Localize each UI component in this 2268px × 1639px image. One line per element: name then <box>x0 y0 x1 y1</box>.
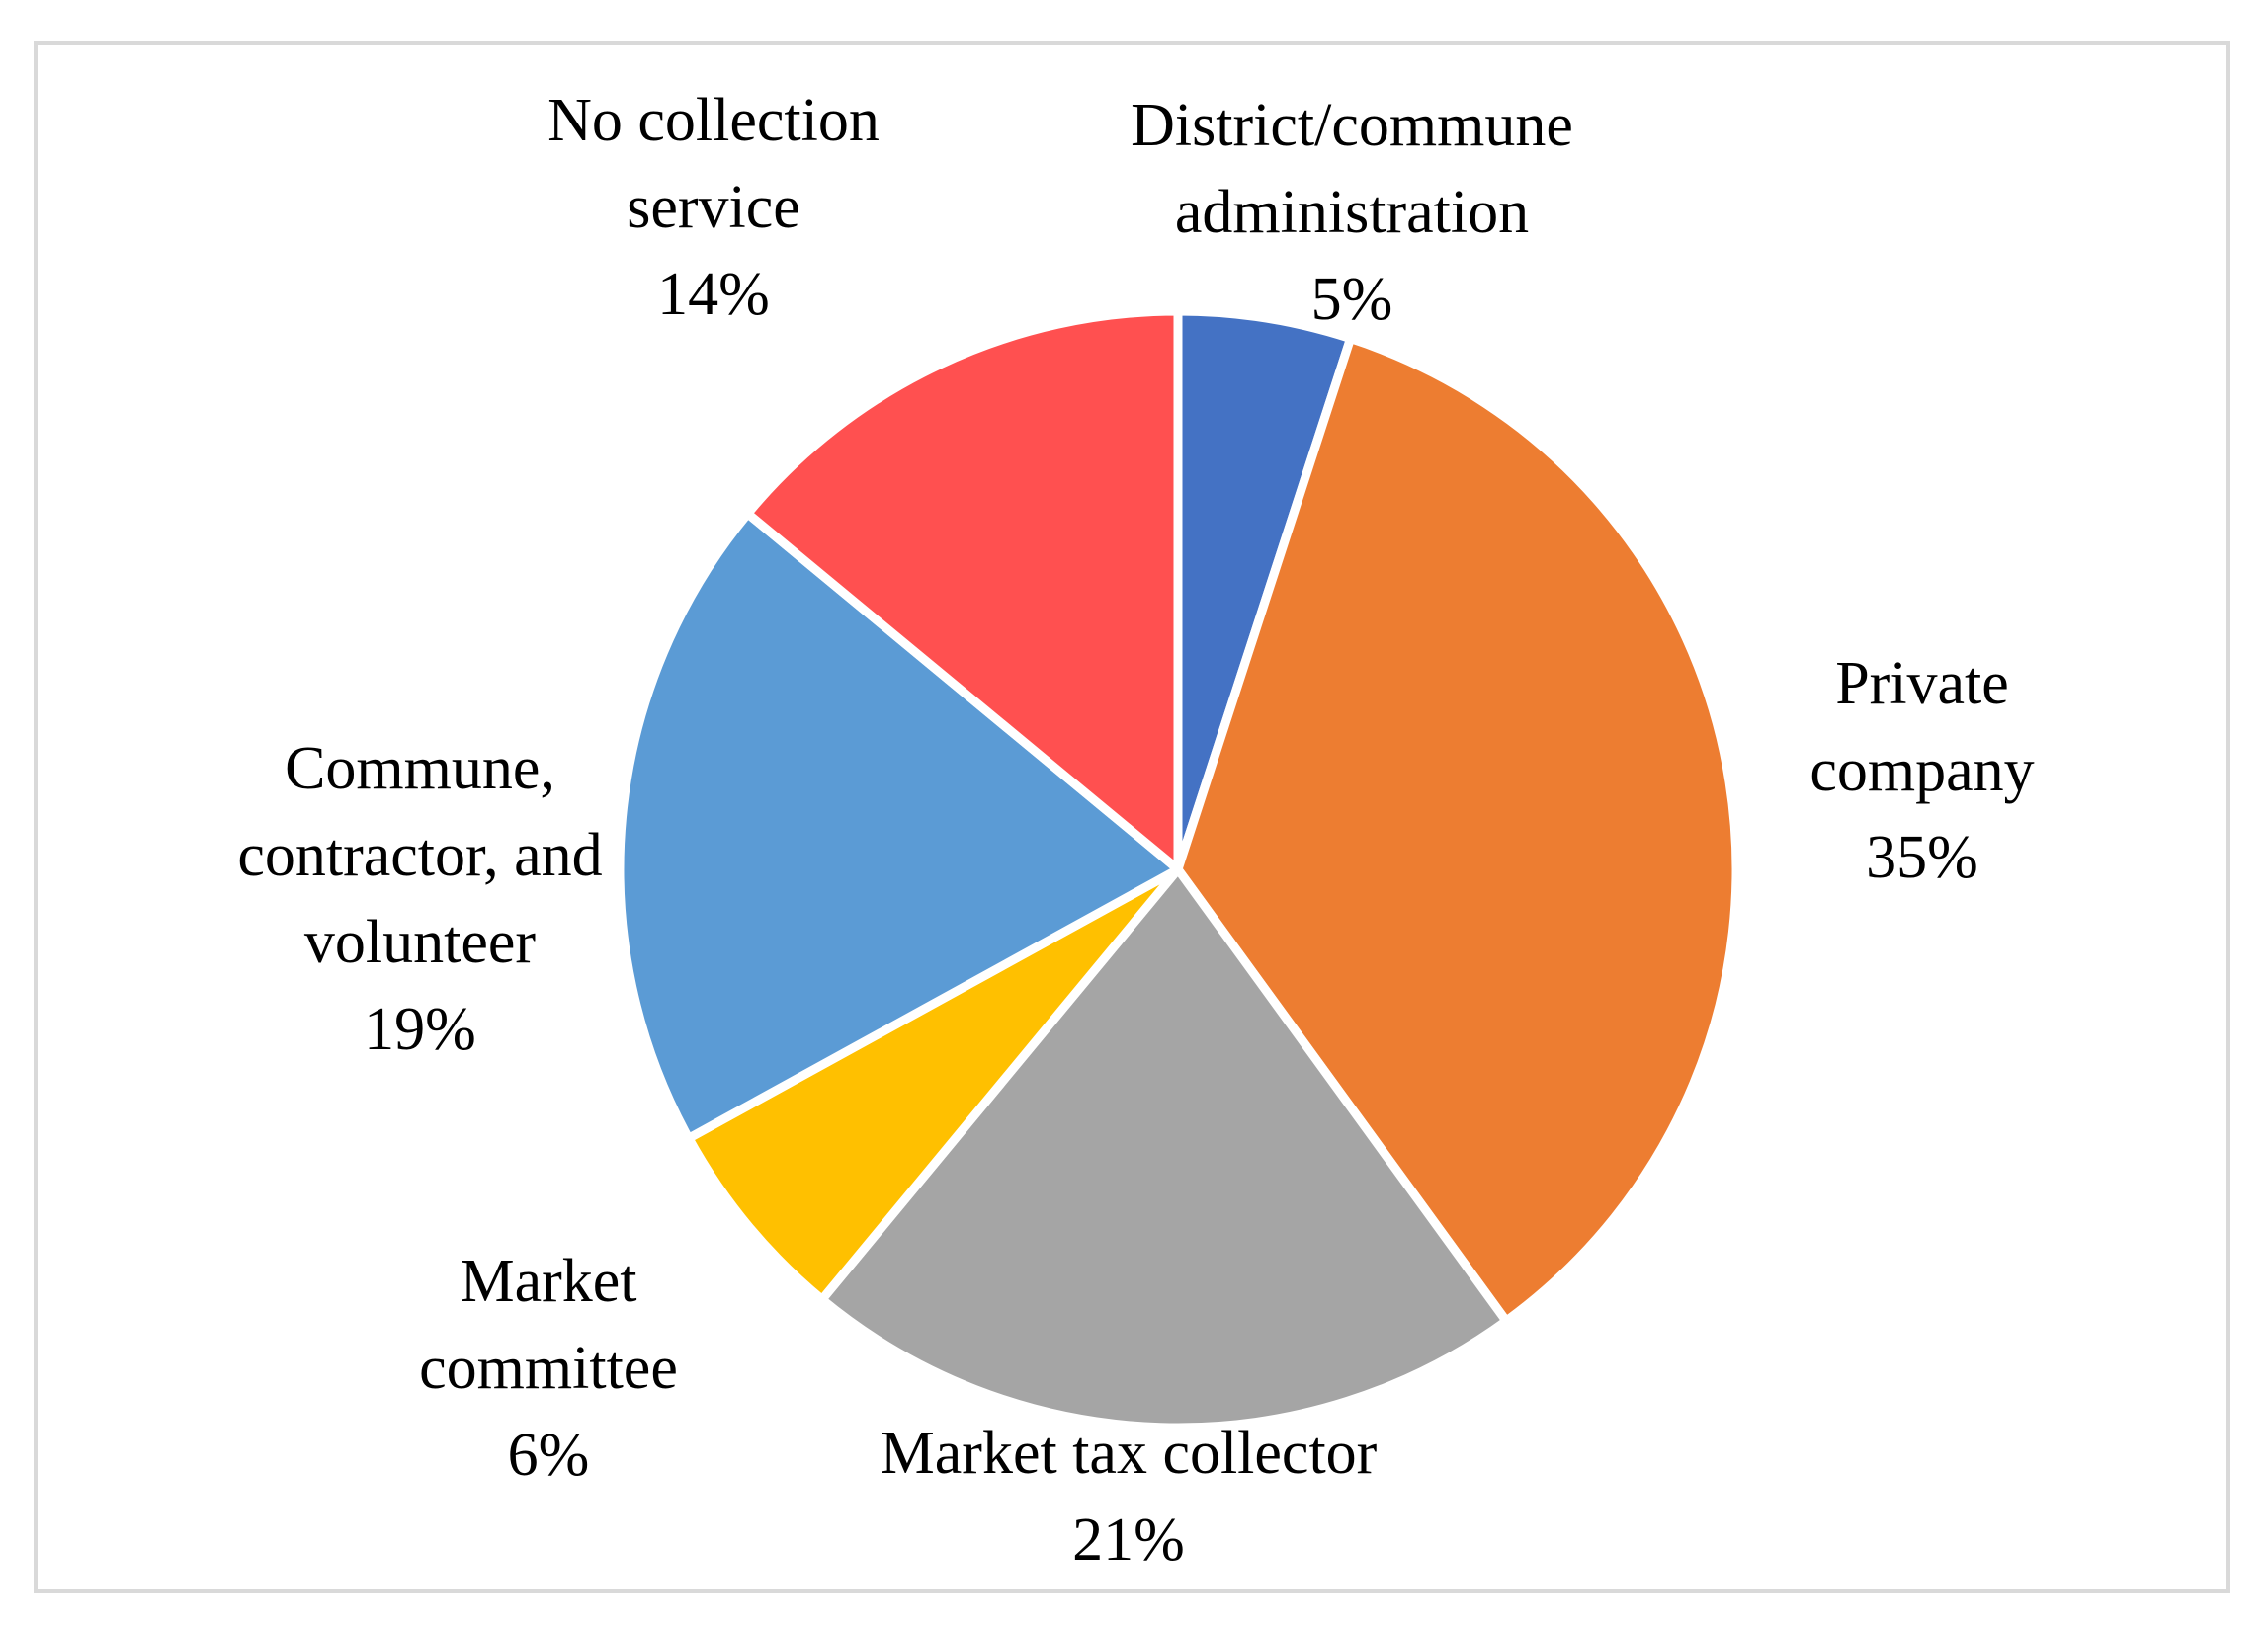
slice-value-label: 5% <box>1311 266 1393 333</box>
slice-category-label: service <box>627 174 800 241</box>
slice-label-no-collection-service: No collection service 14% <box>547 87 880 328</box>
slice-label-district-commune-administration: District/commune administration 5% <box>1131 92 1573 333</box>
slice-value-label: 19% <box>364 996 476 1063</box>
slice-label-private-company: Private company 35% <box>1809 650 2034 891</box>
slice-label-market-tax-collector: Market tax collector 21% <box>881 1420 1378 1574</box>
pie-slice-commune-contractor-volunteer <box>615 509 1183 1143</box>
pie-slice-market-tax-collector <box>817 864 1511 1433</box>
slice-category-label: No collection <box>547 87 880 154</box>
slice-category-label: Market tax collector <box>881 1420 1378 1487</box>
slice-value-label: 6% <box>508 1422 590 1489</box>
slice-category-label: contractor, and <box>237 822 602 889</box>
slice-category-label: administration <box>1175 179 1529 246</box>
slice-value-label: 14% <box>657 261 770 328</box>
pie-slice-no-collection-service <box>743 306 1183 874</box>
slice-label-commune-contractor-volunteer: Commune, contractor, and volunteer 19% <box>237 735 602 1063</box>
slice-category-label: Commune, <box>285 735 555 802</box>
slice-category-label: District/commune <box>1131 92 1573 159</box>
slice-category-label: committee <box>419 1335 678 1402</box>
pie-labels: District/commune administration 5% Private c… <box>237 87 2034 1574</box>
pie-slice-market-committee <box>684 864 1183 1304</box>
pie-slices <box>615 306 1741 1433</box>
slice-value-label: 21% <box>1072 1507 1185 1574</box>
slice-category-label: volunteer <box>304 909 536 976</box>
pie-slice-private-company <box>1173 334 1741 1326</box>
slice-label-market-committee: Market committee 6% <box>419 1248 678 1489</box>
slice-value-label: 35% <box>1866 824 1978 891</box>
slice-category-label: company <box>1809 737 2034 804</box>
slice-category-label: Private <box>1835 650 2009 717</box>
slice-category-label: Market <box>460 1248 636 1315</box>
